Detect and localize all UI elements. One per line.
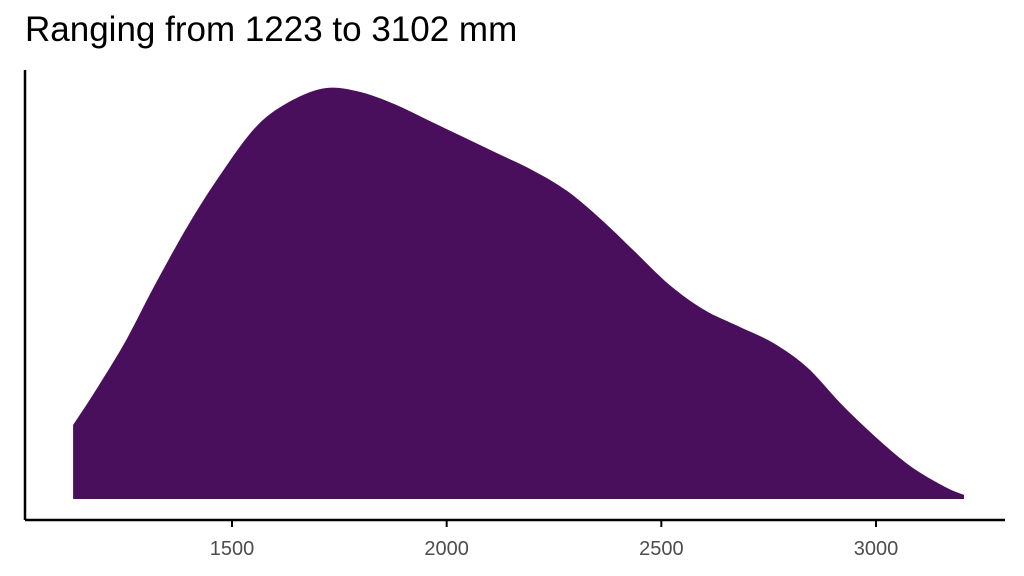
- chart-title: Ranging from 1223 to 3102 mm: [25, 10, 518, 49]
- x-tick-label: 3000: [854, 538, 899, 560]
- x-tick-label: 1500: [210, 538, 255, 560]
- x-ticks: 1500 2000 2500 3000: [210, 520, 899, 560]
- area-layer: [73, 87, 965, 499]
- axis-layer: [23, 70, 1005, 522]
- x-tick-label: 2000: [424, 538, 469, 560]
- x-tick-label: 2500: [639, 538, 684, 560]
- density-area: [73, 87, 965, 499]
